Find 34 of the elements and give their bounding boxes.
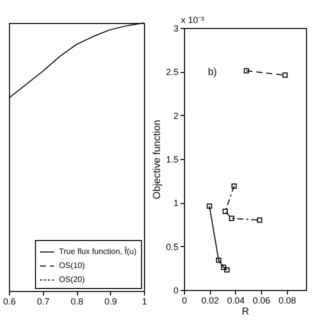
y-tick-label: 0.5 [166, 242, 178, 252]
legend-label: OS(10) [59, 261, 86, 270]
point [231, 183, 237, 189]
x-tick-label: 0 [182, 296, 188, 306]
point [257, 218, 262, 223]
x-tick-label: 0.8 [70, 296, 84, 306]
point [216, 258, 222, 263]
y-tick-label: 1 [173, 198, 178, 208]
x-tick-label: 0.6 [3, 296, 16, 306]
y-axis-title: Objective function [152, 120, 163, 200]
y-tick-label: 1.5 [166, 154, 178, 164]
x-tick-label: 0.04 [227, 296, 245, 306]
point [224, 267, 230, 273]
y-tick-label: 0 [173, 286, 178, 296]
x-tick-label: 0.9 [104, 296, 118, 306]
x-tick-label: 0.7 [36, 296, 50, 306]
x-tick-label: 1 [142, 296, 148, 306]
y-tick-label: 2 [173, 110, 178, 121]
x-tick-label: 0.08 [278, 296, 296, 306]
y-tick-label: 3 [173, 24, 178, 34]
point [222, 208, 228, 214]
legend-label: OS(20) [59, 275, 86, 284]
point [229, 216, 234, 222]
x-tick-label: 0.02 [201, 296, 219, 306]
point [282, 72, 288, 78]
x-tick-label: 0.06 [252, 296, 270, 306]
y-tick-label: 2.5 [166, 67, 178, 78]
legend-label: True flux function, f̂(u) [59, 246, 137, 256]
point [244, 68, 250, 74]
x-axis-title: R [242, 306, 250, 318]
text: x 10⁻³ [181, 15, 204, 25]
point [220, 264, 226, 270]
point [206, 204, 212, 209]
annotation: b) [208, 67, 217, 78]
